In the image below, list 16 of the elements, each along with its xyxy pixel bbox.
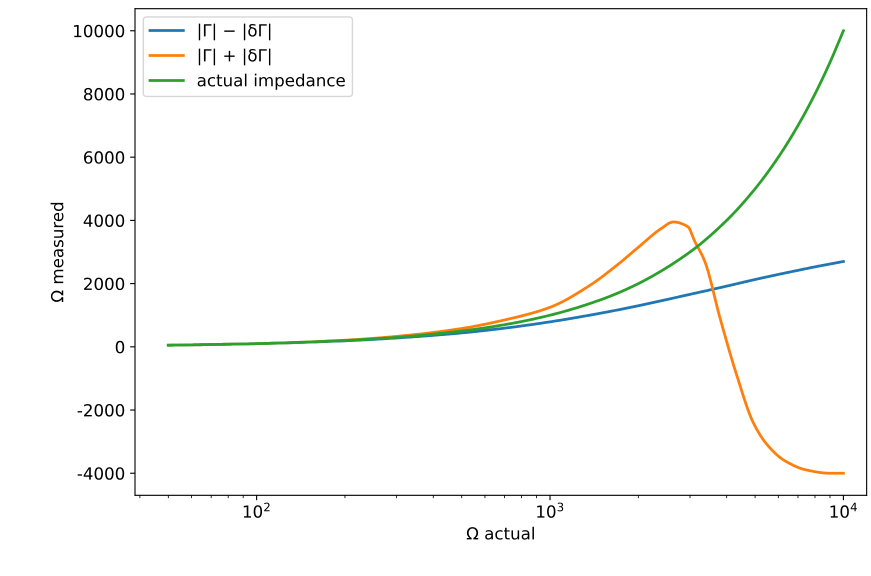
- x-axis-title: Ω actual: [466, 526, 534, 540]
- y-tick-label: 8000: [84, 88, 124, 101]
- y-tick-label: 10000: [74, 24, 124, 38]
- y-tick-label: -4000: [78, 467, 124, 480]
- y-tick-label: -2000: [78, 404, 124, 417]
- y-tick-label: 6000: [84, 151, 124, 164]
- legend-label: |Γ| − |δΓ|: [198, 24, 270, 40]
- legend-label: actual impedance: [198, 74, 345, 90]
- legend-label: |Γ| + |δΓ|: [198, 48, 270, 66]
- x-tick-label: 10$^{4}$: [830, 502, 857, 518]
- x-tick-label: 10$^{2}$: [244, 502, 270, 518]
- y-tick-label: 0: [116, 340, 124, 354]
- y-axis-title: Ω measured: [50, 202, 64, 302]
- y-tick-label: 4000: [84, 214, 124, 227]
- x-tick-label: 10$^{3}$: [537, 502, 564, 518]
- y-tick-label: 2000: [84, 278, 124, 290]
